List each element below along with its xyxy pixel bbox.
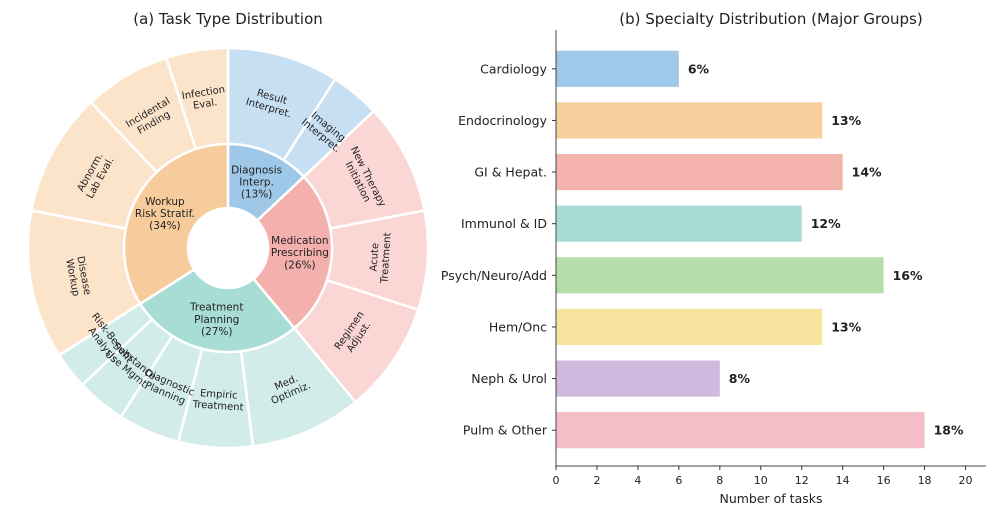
- x-tick-label: 18: [918, 474, 932, 487]
- x-axis-label: Number of tasks: [719, 491, 822, 506]
- bar: [556, 102, 823, 139]
- bar-value-label: 13%: [831, 319, 861, 334]
- bar-value-label: 8%: [729, 371, 751, 386]
- outer-wedge-label: AcuteTreatment: [368, 231, 394, 284]
- y-tick-label: Immunol & ID: [461, 216, 547, 231]
- sunburst-title: (a) Task Type Distribution: [133, 10, 323, 28]
- bar: [556, 257, 884, 294]
- bar: [556, 205, 802, 242]
- bar-value-label: 14%: [852, 165, 882, 180]
- inner-wedge-label: Medication Prescribing (26%): [271, 235, 329, 271]
- x-tick-label: 0: [553, 474, 560, 487]
- x-tick-label: 10: [754, 474, 768, 487]
- bar-value-label: 13%: [831, 113, 861, 128]
- bar: [556, 412, 925, 449]
- y-tick-label: GI & Hepat.: [474, 165, 547, 180]
- y-tick-label: Neph & Urol: [471, 371, 547, 386]
- inner-wedge-label: Workup Risk Stratif. (34%): [135, 196, 195, 232]
- x-tick-label: 4: [634, 474, 641, 487]
- bar-value-label: 6%: [688, 61, 710, 76]
- bar-chart-title: (b) Specialty Distribution (Major Groups…: [619, 10, 922, 28]
- y-tick-label: Endocrinology: [458, 113, 548, 128]
- x-tick-label: 12: [795, 474, 809, 487]
- bar: [556, 360, 720, 397]
- bar-value-label: 18%: [934, 423, 964, 438]
- sunburst-center-hole: [188, 208, 268, 288]
- y-tick-label: Hem/Onc: [489, 319, 547, 334]
- inner-wedge-label: Treatment Planning (27%): [189, 302, 243, 338]
- bar-value-label: 16%: [893, 268, 923, 283]
- bar: [556, 50, 679, 87]
- inner-wedge-label: Diagnosis Interp. (13%): [231, 165, 282, 201]
- x-tick-label: 6: [675, 474, 682, 487]
- bar: [556, 308, 823, 346]
- bar: [556, 153, 843, 191]
- outer-wedge-label: EmpiricTreatment: [191, 388, 244, 414]
- x-tick-label: 8: [716, 474, 723, 487]
- y-tick-label: Psych/Neuro/Add: [441, 268, 547, 283]
- y-tick-label: Cardiology: [480, 61, 547, 76]
- y-tick-label: Pulm & Other: [463, 423, 548, 438]
- x-tick-label: 16: [877, 474, 891, 487]
- outer-wedge-label: InfectionEval.: [181, 84, 228, 113]
- x-tick-label: 20: [959, 474, 973, 487]
- x-tick-label: 2: [593, 474, 600, 487]
- x-tick-label: 14: [836, 474, 850, 487]
- bar-value-label: 12%: [811, 216, 841, 231]
